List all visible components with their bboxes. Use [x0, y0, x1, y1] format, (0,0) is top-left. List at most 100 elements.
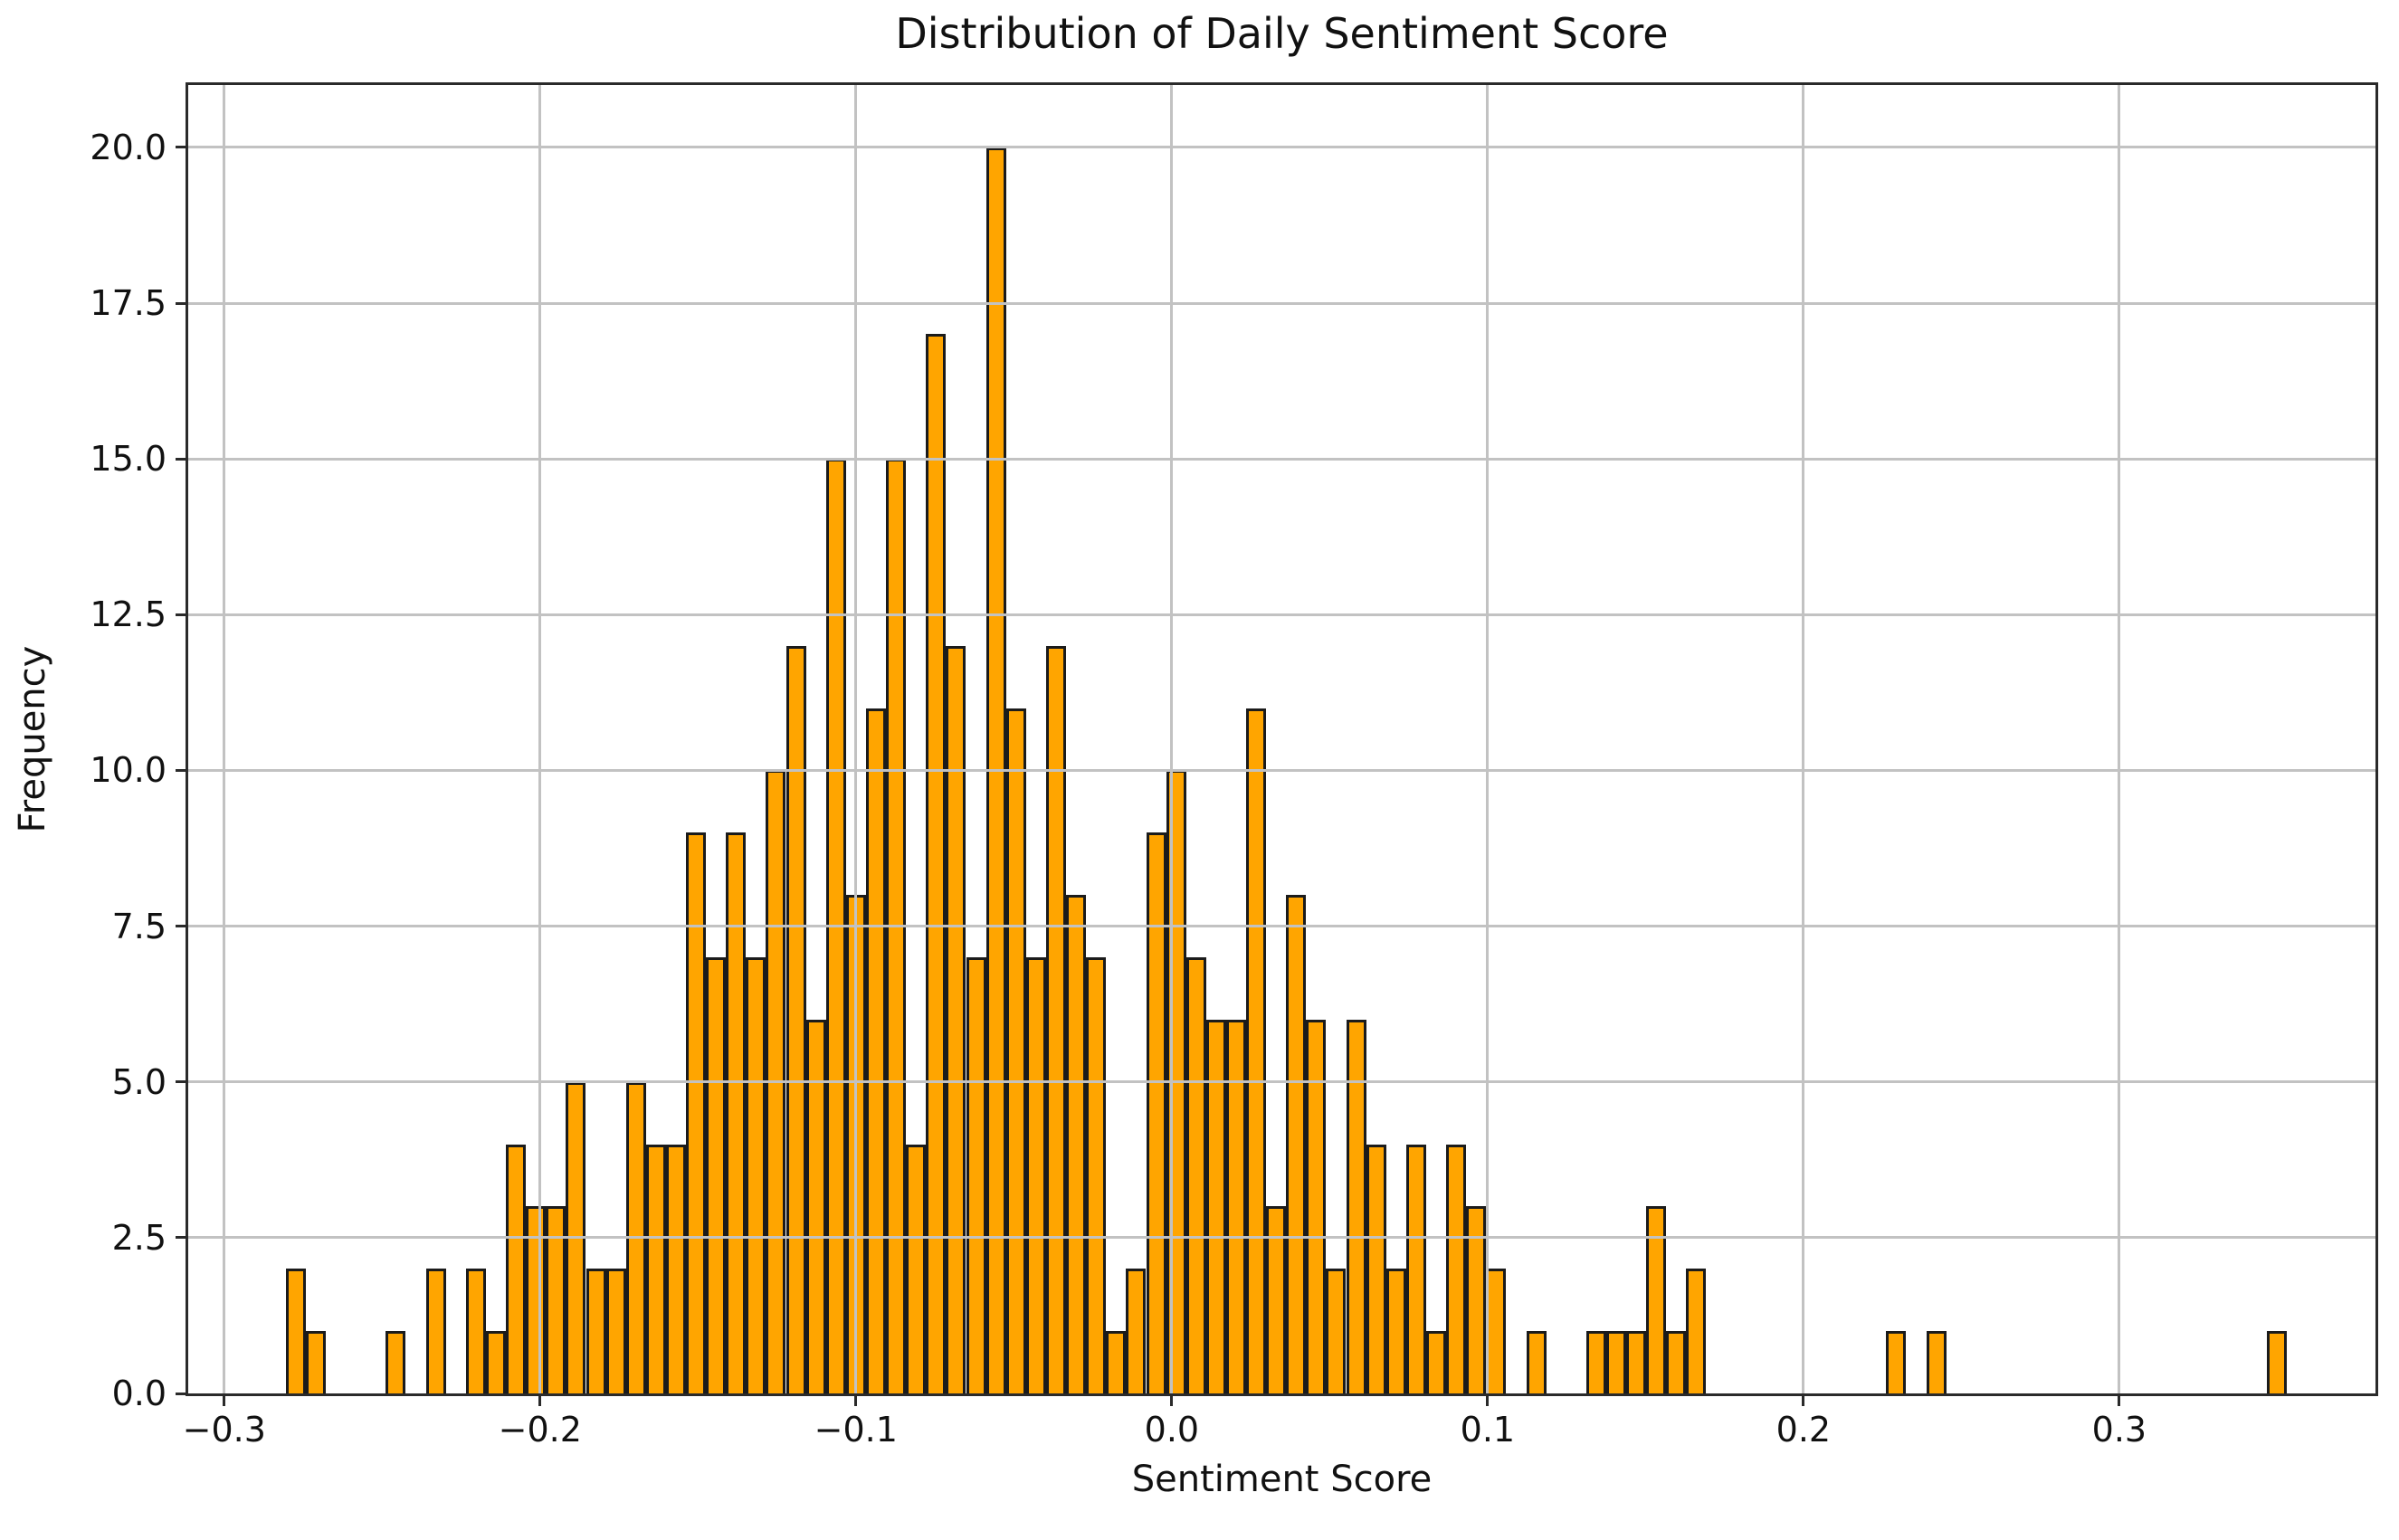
x-tick-label: 0.0 — [1144, 1410, 1200, 1450]
x-axis-label: Sentiment Score — [1131, 1459, 1433, 1500]
y-tick-mark — [176, 925, 188, 928]
x-tick-mark — [538, 1393, 542, 1406]
y-tick-mark — [176, 768, 188, 772]
histogram-bar — [1585, 1331, 1606, 1393]
histogram-bar — [706, 957, 727, 1393]
x-tick-label: −0.1 — [814, 1410, 898, 1450]
plot-area — [186, 82, 2378, 1396]
histogram-bar — [726, 832, 747, 1393]
x-tick-label: −0.3 — [182, 1410, 266, 1450]
histogram-bar — [1286, 895, 1307, 1393]
histogram-bar — [985, 147, 1006, 1393]
histogram-bar — [506, 1144, 527, 1393]
histogram-bar — [1166, 770, 1186, 1393]
x-tick-mark — [2118, 1393, 2121, 1406]
histogram-bar — [285, 1269, 306, 1393]
y-tick-label: 12.5 — [90, 594, 167, 635]
histogram-bar — [746, 957, 766, 1393]
histogram-bar — [1205, 1019, 1226, 1393]
y-tick-label: 20.0 — [90, 127, 167, 167]
x-tick-mark — [223, 1393, 226, 1406]
histogram-bar — [946, 645, 966, 1393]
x-tick-mark — [854, 1393, 858, 1406]
histogram-bar — [866, 708, 887, 1393]
histogram-bar — [906, 1144, 927, 1393]
histogram-bar — [1005, 708, 1026, 1393]
histogram-bar — [526, 1206, 547, 1393]
histogram-bar — [1686, 1269, 1707, 1393]
histogram-bar — [1326, 1269, 1347, 1393]
y-axis-label: Frequency — [12, 645, 53, 833]
x-tick-label: 0.3 — [2091, 1410, 2147, 1450]
bars-layer — [188, 85, 2375, 1393]
histogram-bar — [1025, 957, 1046, 1393]
histogram-bar — [1526, 1331, 1547, 1393]
histogram-bar — [1106, 1331, 1127, 1393]
histogram-bar — [1926, 1331, 1947, 1393]
y-tick-mark — [176, 1080, 188, 1084]
histogram-bar — [1385, 1269, 1406, 1393]
histogram-bar — [386, 1331, 406, 1393]
histogram-bar — [566, 1081, 586, 1393]
y-tick-label: 5.0 — [111, 1061, 167, 1102]
histogram-bar — [1045, 645, 1066, 1393]
y-tick-mark — [176, 613, 188, 616]
histogram-bar — [1446, 1144, 1467, 1393]
histogram-bar — [825, 459, 846, 1393]
histogram-bar — [665, 1144, 686, 1393]
histogram-bar — [1466, 1206, 1487, 1393]
histogram-bar — [1146, 832, 1166, 1393]
histogram-bar — [1086, 957, 1107, 1393]
y-tick-mark — [176, 1236, 188, 1240]
y-tick-mark — [176, 146, 188, 149]
histogram-bar — [766, 770, 786, 1393]
histogram-bar — [1486, 1269, 1507, 1393]
histogram-bar — [1225, 1019, 1246, 1393]
y-tick-mark — [176, 457, 188, 461]
histogram-bar — [485, 1331, 506, 1393]
histogram-bar — [966, 957, 986, 1393]
histogram-bar — [926, 334, 947, 1393]
y-tick-label: 2.5 — [111, 1217, 167, 1258]
y-tick-mark — [176, 301, 188, 305]
histogram-bar — [805, 1019, 826, 1393]
histogram-bar — [1066, 895, 1087, 1393]
histogram-bar — [546, 1206, 566, 1393]
histogram-bar — [425, 1269, 446, 1393]
y-tick-mark — [176, 1392, 188, 1395]
x-tick-mark — [1802, 1393, 1805, 1406]
histogram-bar — [1185, 957, 1206, 1393]
histogram-bar — [1126, 1269, 1147, 1393]
histogram-bar — [1426, 1331, 1447, 1393]
histogram-bar — [1405, 1144, 1426, 1393]
histogram-bar — [1306, 1019, 1327, 1393]
histogram-bar — [465, 1269, 486, 1393]
histogram-bar — [625, 1081, 646, 1393]
histogram-bar — [585, 1269, 606, 1393]
histogram-bar — [645, 1144, 666, 1393]
y-tick-label: 15.0 — [90, 439, 167, 480]
y-tick-label: 0.0 — [111, 1374, 167, 1413]
chart-title: Distribution of Daily Sentiment Score — [895, 9, 1669, 58]
histogram-bar — [845, 895, 866, 1393]
x-tick-label: −0.2 — [498, 1410, 582, 1450]
histogram-bar — [1646, 1206, 1667, 1393]
x-tick-label: 0.1 — [1460, 1410, 1516, 1450]
histogram-bar — [886, 459, 907, 1393]
histogram-bar — [1666, 1331, 1687, 1393]
histogram-bar — [605, 1269, 626, 1393]
histogram-bar — [306, 1331, 327, 1393]
histogram-bar — [1246, 708, 1267, 1393]
histogram-bar — [1605, 1331, 1626, 1393]
histogram-bar — [1626, 1331, 1647, 1393]
histogram-bar — [2266, 1331, 2287, 1393]
x-tick-label: 0.2 — [1775, 1410, 1832, 1450]
x-tick-mark — [1170, 1393, 1174, 1406]
histogram-bar — [785, 645, 806, 1393]
histogram-bar — [1366, 1144, 1386, 1393]
histogram-bar — [1886, 1331, 1907, 1393]
y-tick-label: 17.5 — [90, 283, 167, 323]
histogram-bar — [1266, 1206, 1287, 1393]
y-tick-label: 10.0 — [90, 750, 167, 791]
